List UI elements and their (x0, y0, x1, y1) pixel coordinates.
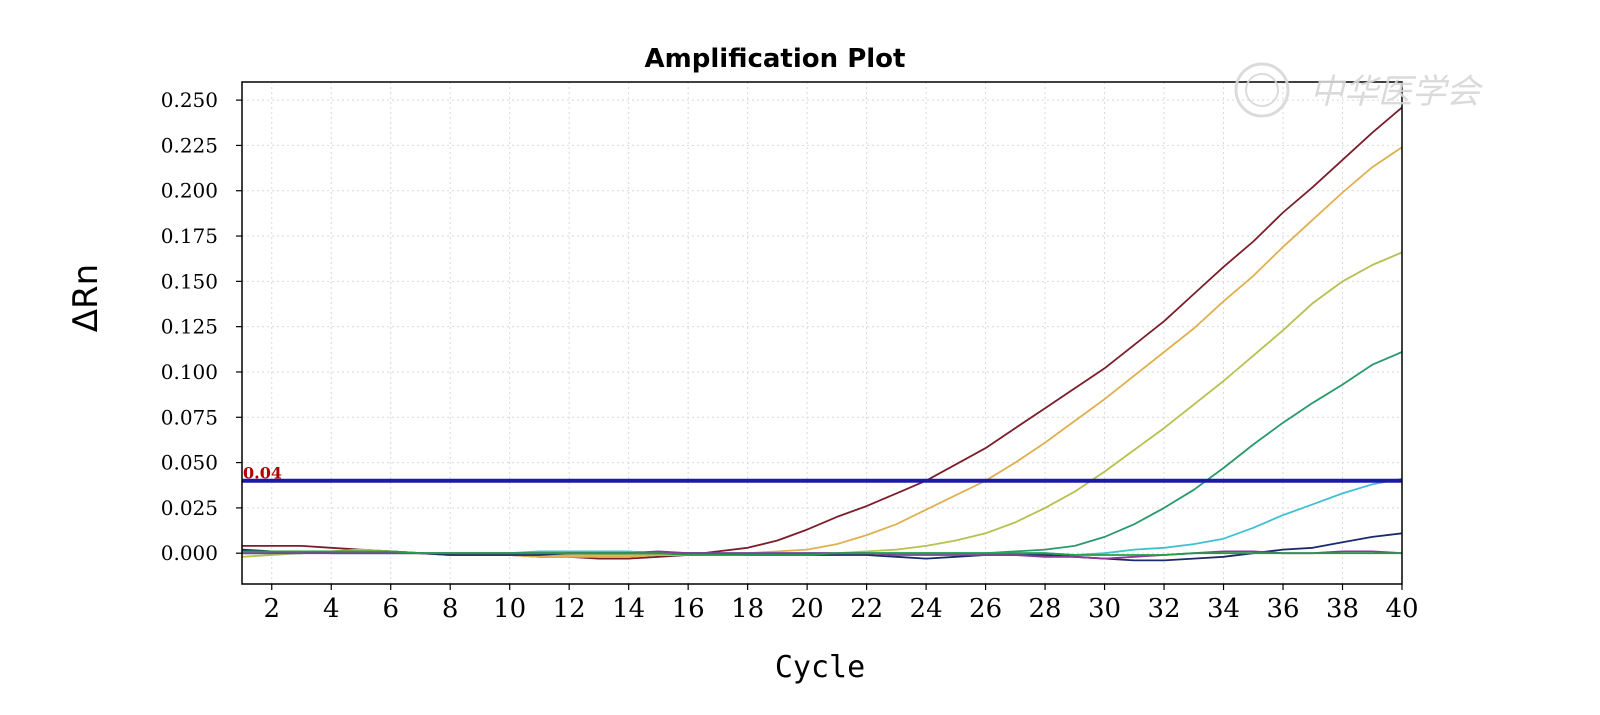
x-axis-ticks: 2 4 6 8 10 12 14 16 18 20 22 24 26 28 30 32 34 36 38 40 (263, 584, 1419, 624)
x-tick-label: 36 (1266, 594, 1299, 624)
y-tick-label: 0.250 (161, 88, 218, 112)
x-tick-label: 20 (791, 594, 824, 624)
y-tick-label: 0.100 (161, 360, 218, 384)
series-line-5 (242, 478, 1403, 556)
watermark: 中华医学会 (1234, 62, 1484, 118)
x-tick-label: 10 (493, 594, 526, 624)
x-tick-label: 18 (731, 594, 764, 624)
y-tick-label: 0.125 (161, 315, 218, 339)
x-tick-label: 16 (672, 594, 705, 624)
watermark-text: 中华医学会 (1310, 72, 1484, 112)
series-line-2 (242, 146, 1403, 558)
chart-title: Amplification Plot (645, 44, 906, 74)
x-tick-label: 12 (553, 594, 586, 624)
x-tick-label: 22 (850, 594, 883, 624)
x-tick-label: 24 (910, 594, 943, 624)
x-tick-label: 26 (969, 594, 1002, 624)
x-tick-label: 28 (1029, 594, 1062, 624)
threshold-layer: 0.04 (242, 464, 1402, 483)
x-tick-label: 32 (1148, 594, 1181, 624)
y-tick-label: 0.025 (161, 496, 218, 520)
x-tick-label: 40 (1385, 594, 1418, 624)
x-tick-label: 38 (1326, 594, 1359, 624)
y-axis-label: ΔRn (66, 264, 106, 332)
y-tick-label: 0.000 (161, 541, 218, 565)
series-line-1 (242, 106, 1403, 560)
y-tick-label: 0.200 (161, 179, 218, 203)
y-tick-label: 0.075 (161, 405, 218, 429)
x-tick-label: 14 (612, 594, 645, 624)
y-tick-label: 0.225 (161, 133, 218, 157)
grid (242, 82, 1403, 584)
series-layer (241, 106, 1403, 562)
y-tick-label: 0.175 (161, 224, 218, 248)
threshold-label: 0.04 (243, 464, 282, 483)
x-tick-label: 8 (442, 594, 459, 624)
watermark-seal-inner-ring (1245, 73, 1279, 107)
plot-frame (241, 81, 1403, 585)
y-axis-ticks: 0.000 0.025 0.050 0.075 0.100 0.125 0.150 0.175… (161, 88, 242, 565)
x-axis-label: Cycle (775, 650, 865, 685)
x-tick-label: 6 (382, 594, 399, 624)
x-tick-label: 4 (323, 594, 340, 624)
series-line-8 (242, 550, 1402, 556)
y-tick-label: 0.050 (161, 451, 218, 475)
x-tick-label: 34 (1207, 594, 1240, 624)
x-tick-label: 2 (263, 594, 280, 624)
watermark-seal-icon (1234, 62, 1290, 118)
y-tick-label: 0.150 (161, 269, 218, 293)
x-tick-label: 30 (1088, 594, 1121, 624)
